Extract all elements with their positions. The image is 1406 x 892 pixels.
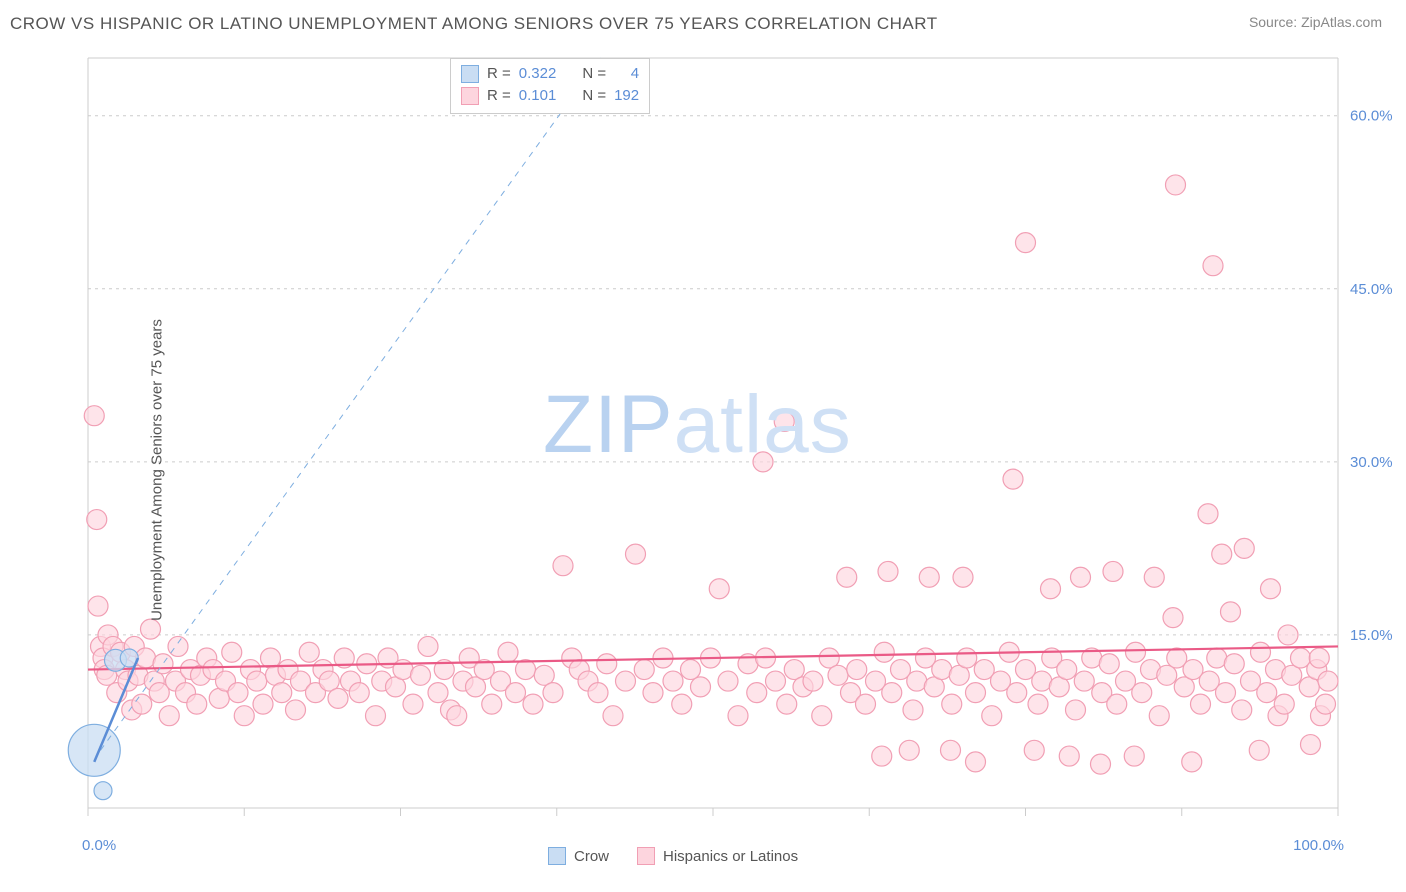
scatter-chart: 15.0% 30.0% 45.0% 60.0% 0.0% 100.0% [38, 48, 1398, 868]
source-link[interactable]: ZipAtlas.com [1301, 14, 1382, 30]
legend-item: Crow [548, 847, 609, 865]
chart-title: CROW VS HISPANIC OR LATINO UNEMPLOYMENT … [10, 14, 938, 34]
header: CROW VS HISPANIC OR LATINO UNEMPLOYMENT … [0, 0, 1406, 42]
legend-swatch [637, 847, 655, 865]
svg-text:0.0%: 0.0% [82, 837, 116, 854]
legend-swatch [461, 87, 479, 105]
svg-text:60.0%: 60.0% [1350, 108, 1393, 125]
svg-text:100.0%: 100.0% [1293, 837, 1344, 854]
series-legend: Crow Hispanics or Latinos [548, 847, 798, 865]
legend-row: R = 0.322N = 4 [461, 63, 639, 85]
svg-text:45.0%: 45.0% [1350, 281, 1393, 298]
source-attribution: Source: ZipAtlas.com [1249, 14, 1382, 30]
svg-text:15.0%: 15.0% [1350, 627, 1393, 644]
legend-item: Hispanics or Latinos [637, 847, 798, 865]
legend-swatch [548, 847, 566, 865]
svg-text:30.0%: 30.0% [1350, 454, 1393, 471]
legend-row: R = 0.101N = 192 [461, 85, 639, 107]
legend-swatch [461, 65, 479, 83]
chart-container: Unemployment Among Seniors over 75 years… [0, 48, 1406, 892]
correlation-legend: R = 0.322N = 4R = 0.101N = 192 [450, 58, 650, 114]
y-axis-label: Unemployment Among Seniors over 75 years [148, 319, 165, 621]
